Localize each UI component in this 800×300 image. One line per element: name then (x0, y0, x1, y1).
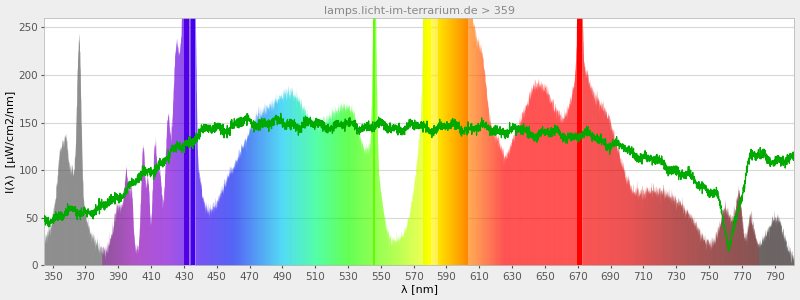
Y-axis label: I(λ)  [µW/cm2/nm]: I(λ) [µW/cm2/nm] (6, 90, 15, 193)
Title: lamps.licht-im-terrarium.de > 359: lamps.licht-im-terrarium.de > 359 (324, 6, 515, 16)
X-axis label: λ [nm]: λ [nm] (401, 284, 438, 294)
